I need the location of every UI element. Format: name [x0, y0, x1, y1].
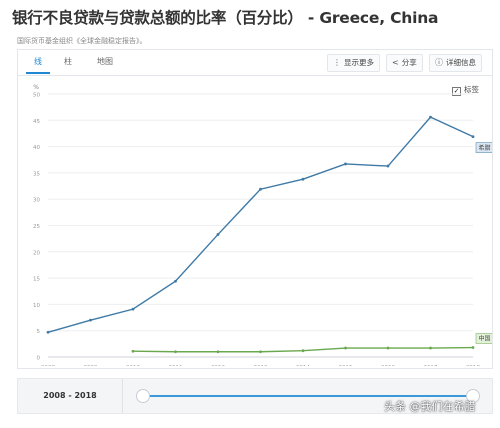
show-more-label: 显示更多: [344, 58, 374, 67]
details-label: 详细信息: [446, 58, 476, 67]
data-point: [174, 279, 177, 283]
line-chart: 0 5 10 15 20 25 30 35 40 45 50% 2008 2009 2010 2011 201…: [33, 84, 494, 371]
y-axis-unit: %: [33, 84, 39, 91]
data-point: [131, 307, 135, 311]
share-icon: <: [392, 58, 399, 67]
range-handle-end[interactable]: [466, 389, 480, 403]
chart-area: 0 5 10 15 20 25 30 35 40 45 50% 2008 2009 2010 2011 201…: [18, 76, 494, 371]
y-tick-label: 40: [33, 145, 40, 151]
range-handle-start[interactable]: [136, 389, 150, 403]
range-slider-bar: 2008 - 2018: [17, 378, 493, 414]
x-tick-label: 2011: [169, 365, 183, 366]
more-icon: ⋮: [333, 58, 341, 67]
x-tick-label: 2014: [296, 365, 310, 366]
data-point: [301, 349, 305, 353]
tab-bar[interactable]: 柱: [64, 57, 72, 66]
share-label: 分享: [401, 58, 417, 67]
x-tick-label: 2013: [254, 365, 268, 366]
range-track[interactable]: [142, 395, 472, 397]
y-tick-label: 15: [33, 277, 40, 283]
series-label: 希腊: [478, 144, 490, 152]
y-tick-label: 5: [37, 329, 41, 335]
data-point: [216, 350, 220, 354]
data-point: [89, 318, 92, 322]
share-button[interactable]: < 分享: [386, 54, 423, 72]
data-point: [46, 330, 50, 334]
data-point: [216, 233, 220, 236]
data-point: [174, 350, 177, 354]
labels-toggle[interactable]: ✓ 标签: [452, 84, 479, 96]
series-label: 中国: [478, 335, 490, 343]
page-title: 银行不良贷款与贷款总额的比率（百分比） - Greece, China: [12, 9, 439, 27]
tab-line[interactable]: 线: [26, 50, 50, 74]
details-button[interactable]: ⓘ 详细信息: [429, 54, 482, 72]
x-tick-label: 2015: [339, 365, 353, 366]
info-icon: ⓘ: [435, 58, 443, 67]
y-tick-label: 10: [33, 303, 40, 309]
data-point: [386, 346, 390, 350]
x-tick-label: 2017: [424, 365, 438, 366]
data-point: [344, 162, 347, 166]
view-tabs: 线 柱 地图 ⋮ 显示更多 < 分享 ⓘ 详细信息: [18, 50, 492, 76]
y-tick-label: 50: [33, 93, 40, 99]
y-tick-label: 0: [37, 356, 41, 362]
x-tick-label: 2009: [84, 365, 98, 366]
show-more-button[interactable]: ⋮ 显示更多: [327, 54, 380, 72]
data-point: [259, 187, 262, 191]
data-point: [259, 350, 262, 354]
y-tick-label: 30: [33, 198, 40, 204]
y-tick-label: 35: [33, 171, 40, 177]
data-point: [131, 349, 135, 353]
data-point: [386, 164, 390, 168]
data-point: [344, 346, 347, 350]
x-tick-label: 2012: [211, 365, 225, 366]
data-point: [471, 346, 475, 349]
x-tick-label: 2016: [381, 365, 395, 366]
x-tick-label: 2018: [466, 365, 480, 366]
data-point: [429, 346, 432, 350]
data-point: [471, 135, 475, 139]
data-point: [429, 115, 432, 119]
series-line: [47, 116, 474, 333]
y-tick-label: 45: [33, 119, 40, 125]
y-tick-label: 20: [33, 250, 40, 256]
x-tick-label: 2008: [41, 365, 55, 366]
labels-toggle-label: 标签: [464, 85, 479, 94]
data-source: 国际货币基金组织《全球金融稳定报告》。: [17, 37, 147, 45]
data-point: [301, 177, 305, 181]
range-label: 2008 - 2018: [18, 379, 123, 413]
checkbox-icon: ✓: [452, 87, 461, 96]
chart-panel: 线 柱 地图 ⋮ 显示更多 < 分享 ⓘ 详细信息 ✓ 标签 0 5 10 15 20 25 30 3…: [17, 49, 494, 371]
y-tick-label: 25: [33, 224, 40, 230]
x-tick-label: 2010: [126, 365, 140, 366]
watermark: 头条 @我们在希腊: [384, 400, 476, 413]
tab-map[interactable]: 地图: [97, 57, 113, 66]
